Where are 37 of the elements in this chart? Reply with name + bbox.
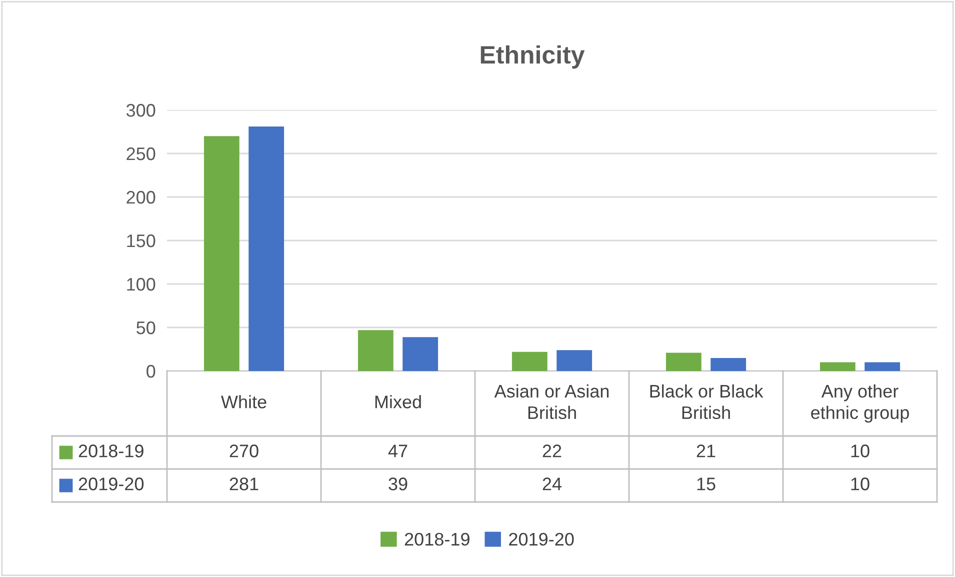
bar [204, 136, 240, 371]
bar [556, 350, 592, 371]
data-label: 24 [542, 478, 562, 490]
y-tick-label: 50 [136, 321, 156, 334]
x-tick-label: White [221, 395, 266, 408]
bar [864, 362, 900, 371]
legend-label: 2019-20 [78, 478, 144, 490]
y-tick-label: 100 [127, 278, 156, 291]
chart-title: Ethnicity [480, 45, 585, 69]
bar [358, 330, 394, 371]
data-label: 22 [542, 444, 562, 458]
data-label: 10 [851, 478, 870, 490]
text: 2018-19 [404, 532, 470, 546]
y-tick-label: 150 [127, 234, 156, 248]
legend-label: 2018-19 [78, 444, 144, 458]
bar [710, 358, 746, 371]
data-label: 39 [388, 478, 408, 490]
x-tick-label: Mixed [375, 395, 421, 408]
data-label: 15 [697, 478, 716, 490]
text: 2019-20 [509, 532, 574, 546]
bar [820, 362, 856, 371]
data-label: 270 [230, 444, 258, 458]
y-tick-label: 300 [126, 104, 156, 117]
bar [402, 337, 438, 371]
bar [666, 352, 702, 371]
data-label: 47 [388, 444, 408, 458]
bar [248, 126, 284, 371]
x-tick-label: Asian or Asian British [494, 384, 609, 420]
data-label: 21 [696, 444, 716, 458]
x-tick-label: Black or Black British [650, 384, 764, 420]
data-label: 281 [230, 478, 258, 490]
y-tick-label: 250 [126, 147, 156, 160]
y-tick-label: 200 [126, 190, 156, 204]
y-tick-label: 0 [146, 364, 156, 378]
data-label: 10 [851, 444, 870, 458]
x-tick-label: Any other ethnic group [811, 384, 909, 423]
bar [512, 352, 548, 371]
